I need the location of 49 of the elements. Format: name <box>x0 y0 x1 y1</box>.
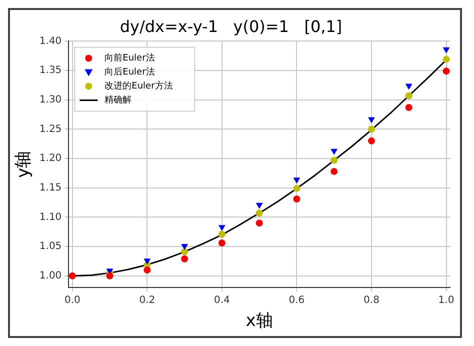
y-tick-label: 1.05 <box>39 241 62 252</box>
point <box>442 56 450 63</box>
point <box>293 184 300 192</box>
point <box>256 202 262 208</box>
point <box>256 220 263 227</box>
y-tick-label: 1.35 <box>39 65 62 76</box>
x-tick-label: 0.4 <box>214 295 230 306</box>
point <box>144 258 150 264</box>
legend-label: 精确解 <box>104 94 132 106</box>
legend-label: 改进的Euler方法 <box>104 80 173 92</box>
legend-label: 向后Euler法 <box>104 66 155 78</box>
point <box>218 240 226 247</box>
x-tick-label: 0.8 <box>364 295 380 306</box>
y-tick-label: 1.30 <box>39 94 62 106</box>
point <box>443 47 450 53</box>
point <box>442 68 450 75</box>
point <box>68 272 76 280</box>
x-tick-label: 0.6 <box>288 295 305 306</box>
point <box>294 178 300 184</box>
x-tick-label: 1.0 <box>438 295 454 306</box>
point <box>144 266 151 274</box>
point <box>368 126 375 133</box>
point <box>181 255 188 262</box>
point <box>181 244 188 250</box>
point <box>293 196 300 203</box>
point <box>218 230 226 238</box>
point <box>330 168 338 175</box>
point <box>368 117 375 123</box>
x-tick-label: 0.0 <box>64 295 80 306</box>
chart-title: dy/dx=x-y-1 y(0)=1 [0,1] <box>120 16 342 36</box>
point <box>106 272 114 280</box>
point <box>331 148 338 154</box>
y-axis-title: y轴 <box>14 150 34 178</box>
point <box>256 210 263 217</box>
point <box>405 92 412 100</box>
y-tick-label: 1.15 <box>39 182 62 194</box>
point <box>181 248 188 256</box>
y-tick-label: 1.40 <box>39 36 62 47</box>
point <box>218 225 226 231</box>
point <box>368 137 375 144</box>
point <box>406 84 412 90</box>
y-tick-label: 1.25 <box>39 124 62 135</box>
y-tick-label: 1.00 <box>39 270 62 282</box>
y-tick-label: 1.20 <box>39 153 62 164</box>
point <box>405 104 412 111</box>
y-tick-label: 1.10 <box>39 212 62 223</box>
legend-label: 向前Euler法 <box>104 52 155 64</box>
point <box>330 156 338 164</box>
x-tick-label: 0.2 <box>139 295 156 306</box>
